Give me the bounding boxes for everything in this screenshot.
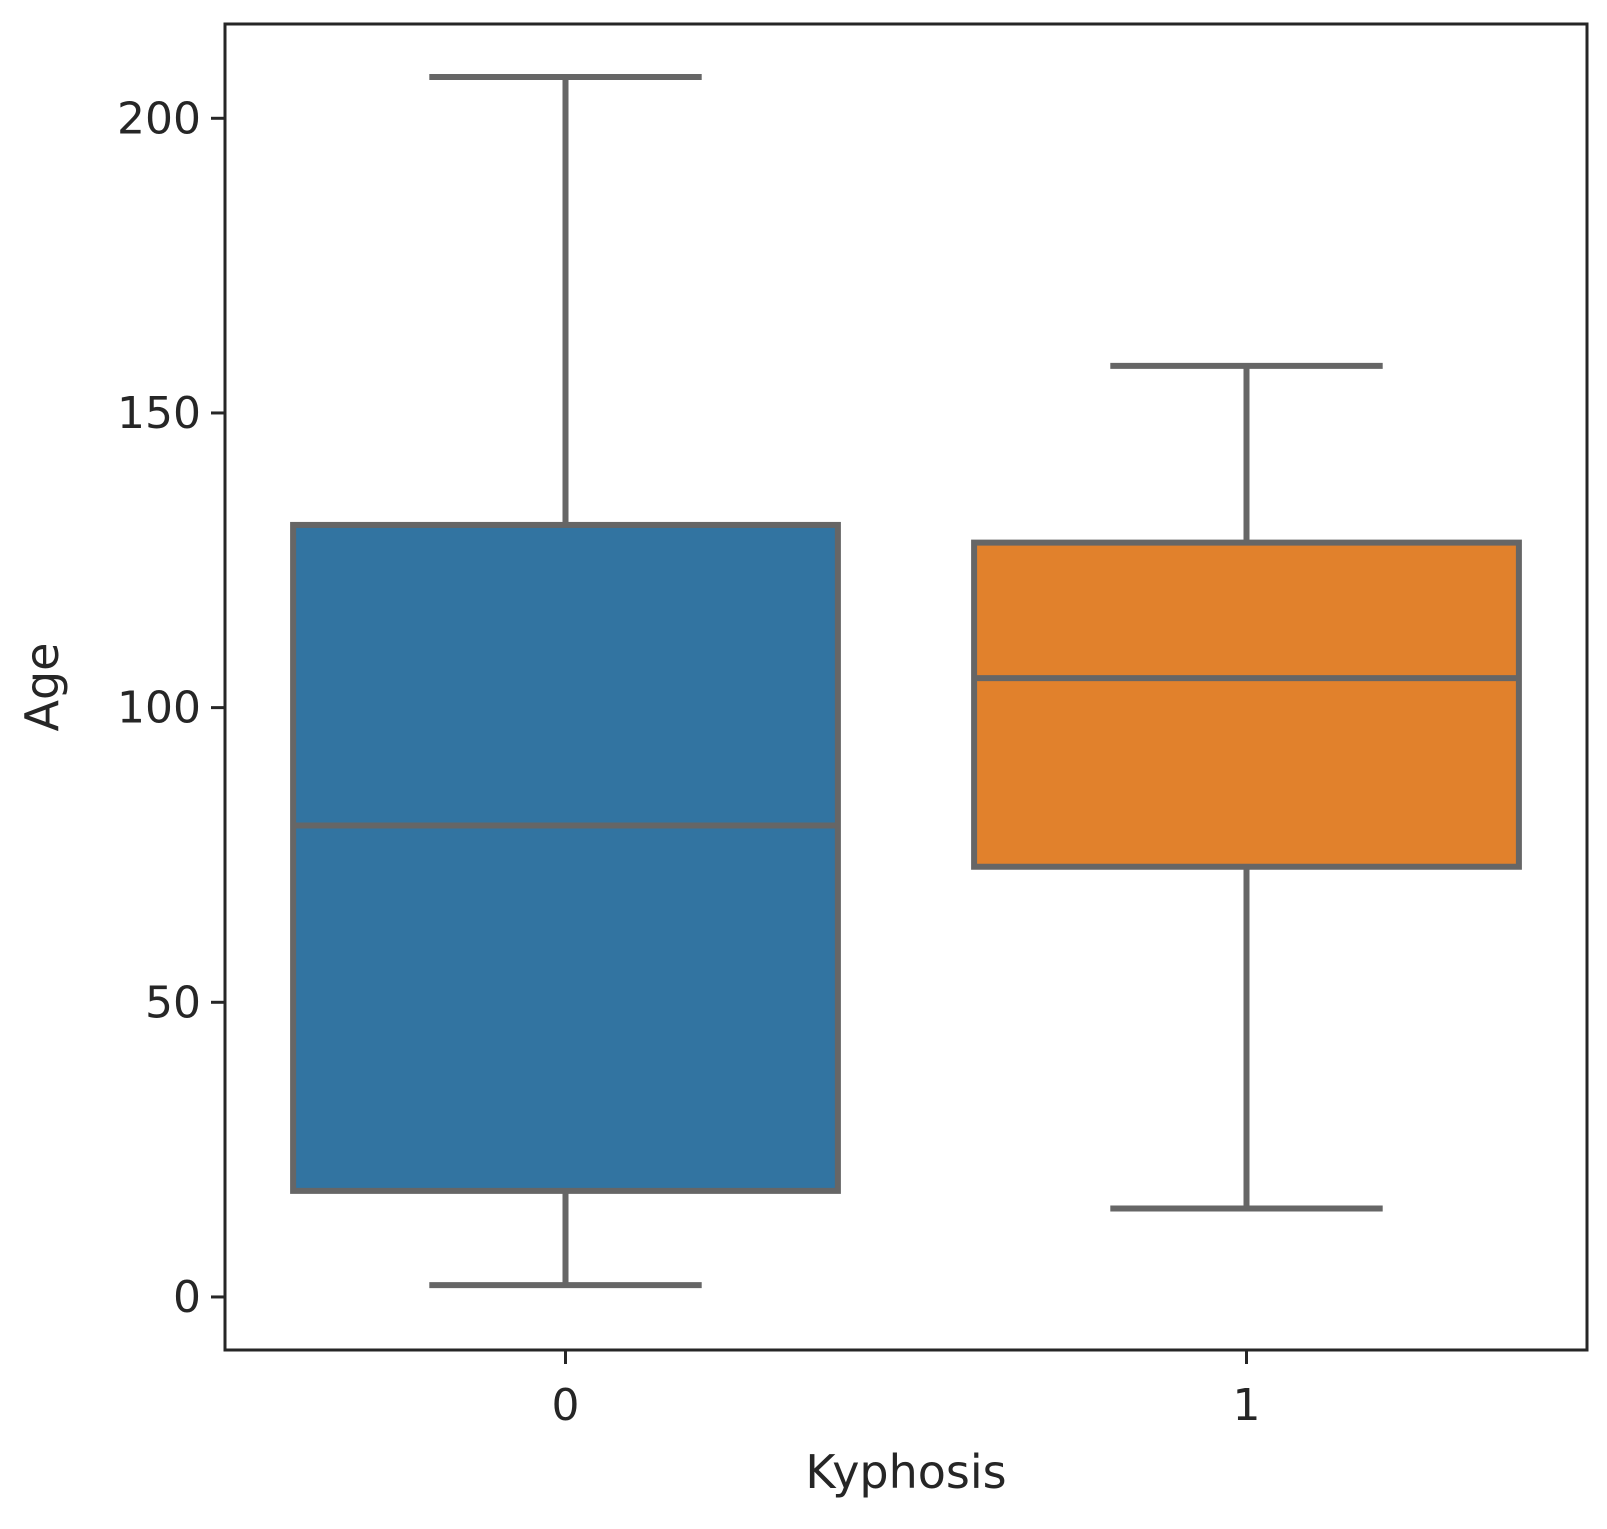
plot-frame: [223, 22, 1589, 1352]
x-tick-label: 1: [1233, 1380, 1261, 1431]
y-tick-label: 200: [117, 93, 201, 144]
boxes-layer: [290, 74, 1522, 1289]
x-tick-label: 0: [552, 1380, 580, 1431]
box-group-0: [290, 74, 841, 1289]
y-axis: 0 50 100 150 200: [117, 93, 225, 1323]
y-tick-label: 150: [117, 388, 201, 439]
y-tick-label: 50: [145, 977, 201, 1028]
box-group-1: [971, 362, 1522, 1212]
y-axis-label: Age: [15, 643, 69, 732]
y-tick-label: 0: [173, 1272, 201, 1323]
y-tick-label: 100: [117, 683, 201, 734]
x-axis-label: Kyphosis: [805, 1445, 1006, 1499]
box-iqr: [971, 539, 1522, 870]
box-iqr: [290, 521, 841, 1194]
